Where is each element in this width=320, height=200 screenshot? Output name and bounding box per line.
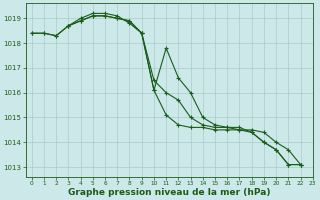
X-axis label: Graphe pression niveau de la mer (hPa): Graphe pression niveau de la mer (hPa) (68, 188, 270, 197)
